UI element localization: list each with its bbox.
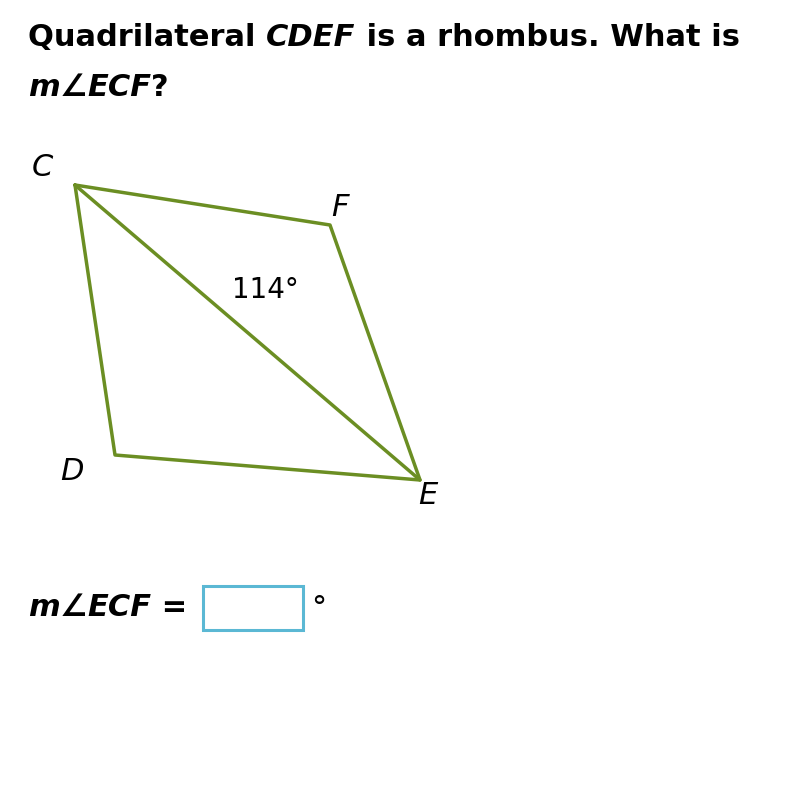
Text: m: m: [28, 74, 60, 102]
Text: ∠: ∠: [60, 74, 87, 102]
Text: D: D: [60, 458, 84, 486]
Text: ?: ?: [151, 74, 169, 102]
Text: 114°: 114°: [232, 276, 298, 304]
Text: E: E: [418, 482, 438, 510]
Text: is a rhombus. What is: is a rhombus. What is: [356, 23, 740, 53]
Text: Quadrilateral: Quadrilateral: [28, 23, 266, 53]
Text: C: C: [31, 154, 53, 182]
Text: ECF: ECF: [87, 74, 151, 102]
Text: ∠: ∠: [60, 594, 87, 622]
Text: ECF: ECF: [87, 594, 151, 622]
Text: CDEF: CDEF: [266, 23, 356, 53]
Text: °: °: [311, 594, 326, 622]
Text: F: F: [331, 194, 349, 222]
Text: =: =: [151, 594, 198, 622]
Text: m: m: [28, 594, 60, 622]
FancyBboxPatch shape: [203, 586, 303, 630]
